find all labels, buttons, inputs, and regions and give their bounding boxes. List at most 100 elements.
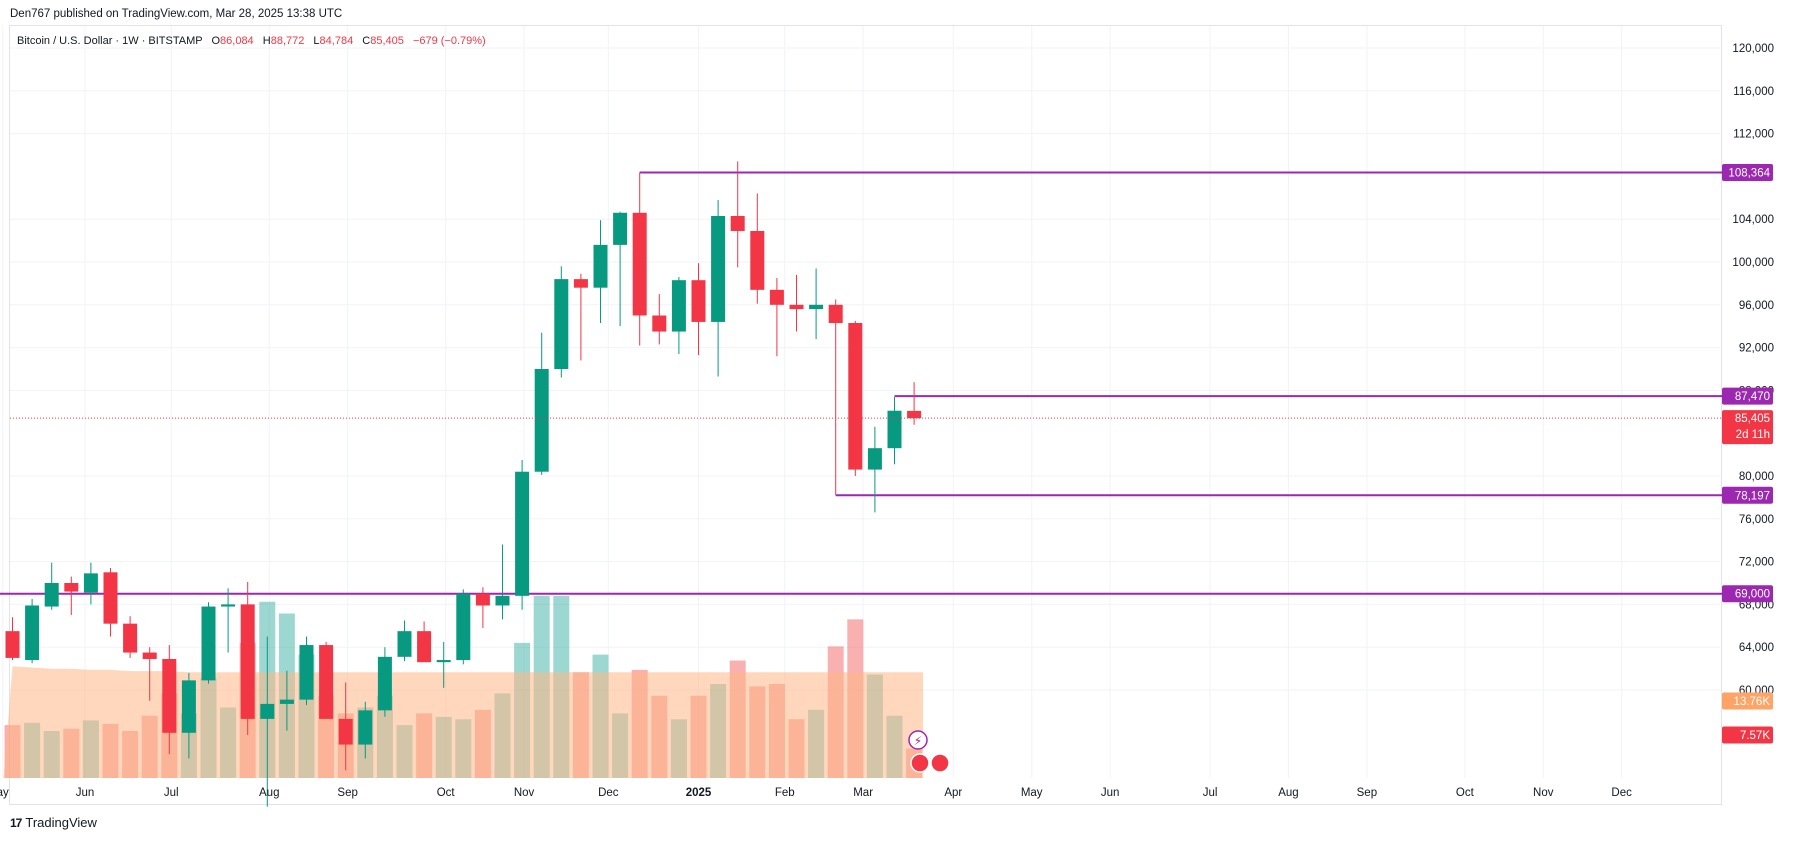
- candle-body: [83, 573, 98, 593]
- us-flag-icon[interactable]: [910, 753, 930, 773]
- candle-body: [201, 606, 216, 681]
- candle-body: [632, 212, 647, 316]
- candle-body: [613, 212, 628, 245]
- level-price-label: 69,000: [1735, 589, 1770, 601]
- x-tick-label: Jun: [76, 787, 95, 799]
- candle-body: [417, 631, 432, 663]
- x-tick-label: Nov: [1533, 787, 1554, 799]
- candle-body: [25, 605, 40, 661]
- close-value: 85,405: [370, 35, 404, 47]
- publish-info: Den767 published on TradingView.com, Mar…: [10, 8, 343, 20]
- volume-ma-area: [3, 666, 924, 778]
- low-value: 84,784: [319, 35, 354, 47]
- y-tick-label: 64,000: [1739, 642, 1774, 654]
- candle-body: [691, 280, 706, 322]
- brand-name: TradingView: [25, 815, 97, 830]
- tradingview-logo-icon: 17: [10, 815, 22, 830]
- candle-body: [789, 304, 804, 310]
- candle-body: [456, 593, 471, 661]
- y-tick-label: 116,000: [1733, 86, 1774, 98]
- volume-ma: [3, 666, 924, 778]
- x-tick-label: Sep: [337, 787, 357, 799]
- volume-label-bg: [1722, 692, 1773, 710]
- high-value: 88,772: [270, 35, 305, 47]
- flash-icon[interactable]: [908, 730, 928, 750]
- candle-body: [221, 604, 236, 607]
- symbol-legend: Bitcoin / U.S. Dollar · 1W · BITSTAMP O8…: [17, 35, 486, 47]
- y-tick-label: 92,000: [1739, 343, 1774, 355]
- candle-body: [162, 658, 177, 733]
- candle-body: [338, 718, 353, 745]
- candle-body: [769, 289, 784, 305]
- candle-body: [809, 304, 824, 310]
- change-value: −679 (−0.79%): [412, 35, 486, 47]
- candle-body: [730, 215, 745, 231]
- candle-body: [848, 322, 863, 470]
- x-tick-label: Jun: [1101, 787, 1120, 799]
- candle-body: [142, 652, 157, 659]
- candle-body: [573, 279, 588, 288]
- high-label: H: [262, 35, 271, 47]
- candle-body: [828, 304, 843, 323]
- candle-body: [671, 280, 686, 332]
- x-tick-label: Jul: [1203, 787, 1218, 799]
- x-tick-label: Mar: [853, 787, 873, 799]
- candles: [5, 161, 922, 807]
- level-price-label-bg: [1722, 486, 1773, 504]
- candle-body: [299, 645, 314, 700]
- candle-body: [181, 680, 196, 733]
- candle-body: [887, 410, 902, 449]
- y-tick-label: 68,000: [1739, 599, 1774, 611]
- level-price-label-bg: [1722, 387, 1773, 405]
- candle-body: [907, 410, 922, 419]
- countdown-label: 2d 11h: [1736, 429, 1770, 441]
- level-price-label: 87,470: [1735, 391, 1770, 403]
- footer-logo[interactable]: 17 TradingView: [10, 815, 97, 830]
- y-tick-label: 80,000: [1739, 471, 1774, 483]
- volume-label: 13.76K: [1734, 696, 1771, 708]
- x-tick-label: 2025: [686, 787, 712, 799]
- candle-body: [358, 710, 373, 745]
- y-tick-label: 76,000: [1739, 514, 1774, 526]
- x-tick-label: Dec: [1611, 787, 1632, 799]
- x-tick-label: May: [1021, 787, 1043, 799]
- candle-body: [103, 572, 118, 624]
- level-price-label: 78,197: [1735, 490, 1770, 502]
- candle-body: [260, 703, 275, 719]
- x-tick-label: Feb: [775, 787, 795, 799]
- open-label: O: [211, 35, 221, 47]
- candle-body: [319, 645, 334, 719]
- horizontal-levels: [0, 171, 1722, 595]
- last-price-bg: [1722, 410, 1773, 445]
- candle-body: [711, 215, 726, 322]
- x-tick-label: Aug: [1278, 787, 1298, 799]
- y-tick-label: 96,000: [1739, 300, 1774, 312]
- candle-body: [397, 631, 412, 657]
- price-labels: 108,364 87,470 78,197 69,000 85,405 2d 11h 13.…: [1722, 164, 1773, 744]
- flash-icon-glyph: ⚡: [914, 734, 922, 748]
- x-tick-label: ay: [0, 787, 9, 799]
- candle-body: [750, 230, 765, 290]
- x-tick-label: Aug: [259, 787, 279, 799]
- candle-body: [279, 699, 294, 704]
- y-tick-label: 104,000: [1732, 214, 1774, 226]
- candle-body: [475, 593, 490, 606]
- candle-body: [377, 656, 392, 711]
- x-tick-label: Sep: [1357, 787, 1377, 799]
- x-tick-label: Dec: [598, 787, 619, 799]
- x-tick-label: Apr: [944, 787, 962, 799]
- us-flag-icon[interactable]: [930, 753, 950, 773]
- close-label: C: [362, 35, 371, 47]
- level-price-label: 108,364: [1728, 168, 1770, 180]
- candle-body: [652, 315, 667, 332]
- y-tick-label: 120,000: [1732, 43, 1774, 55]
- plot-frame: [9, 25, 1722, 805]
- y-tick-label: 100,000: [1732, 257, 1774, 269]
- event-icons: ⚡: [908, 730, 950, 773]
- candle-body: [593, 244, 608, 288]
- last-price-label: 85,405: [1735, 413, 1770, 425]
- candle-body: [554, 279, 569, 369]
- candle-body: [240, 604, 255, 719]
- x-axis: ay Jun Jul Aug Sep Oct Nov Dec 2025 Feb Mar Apr May J…: [0, 787, 1632, 799]
